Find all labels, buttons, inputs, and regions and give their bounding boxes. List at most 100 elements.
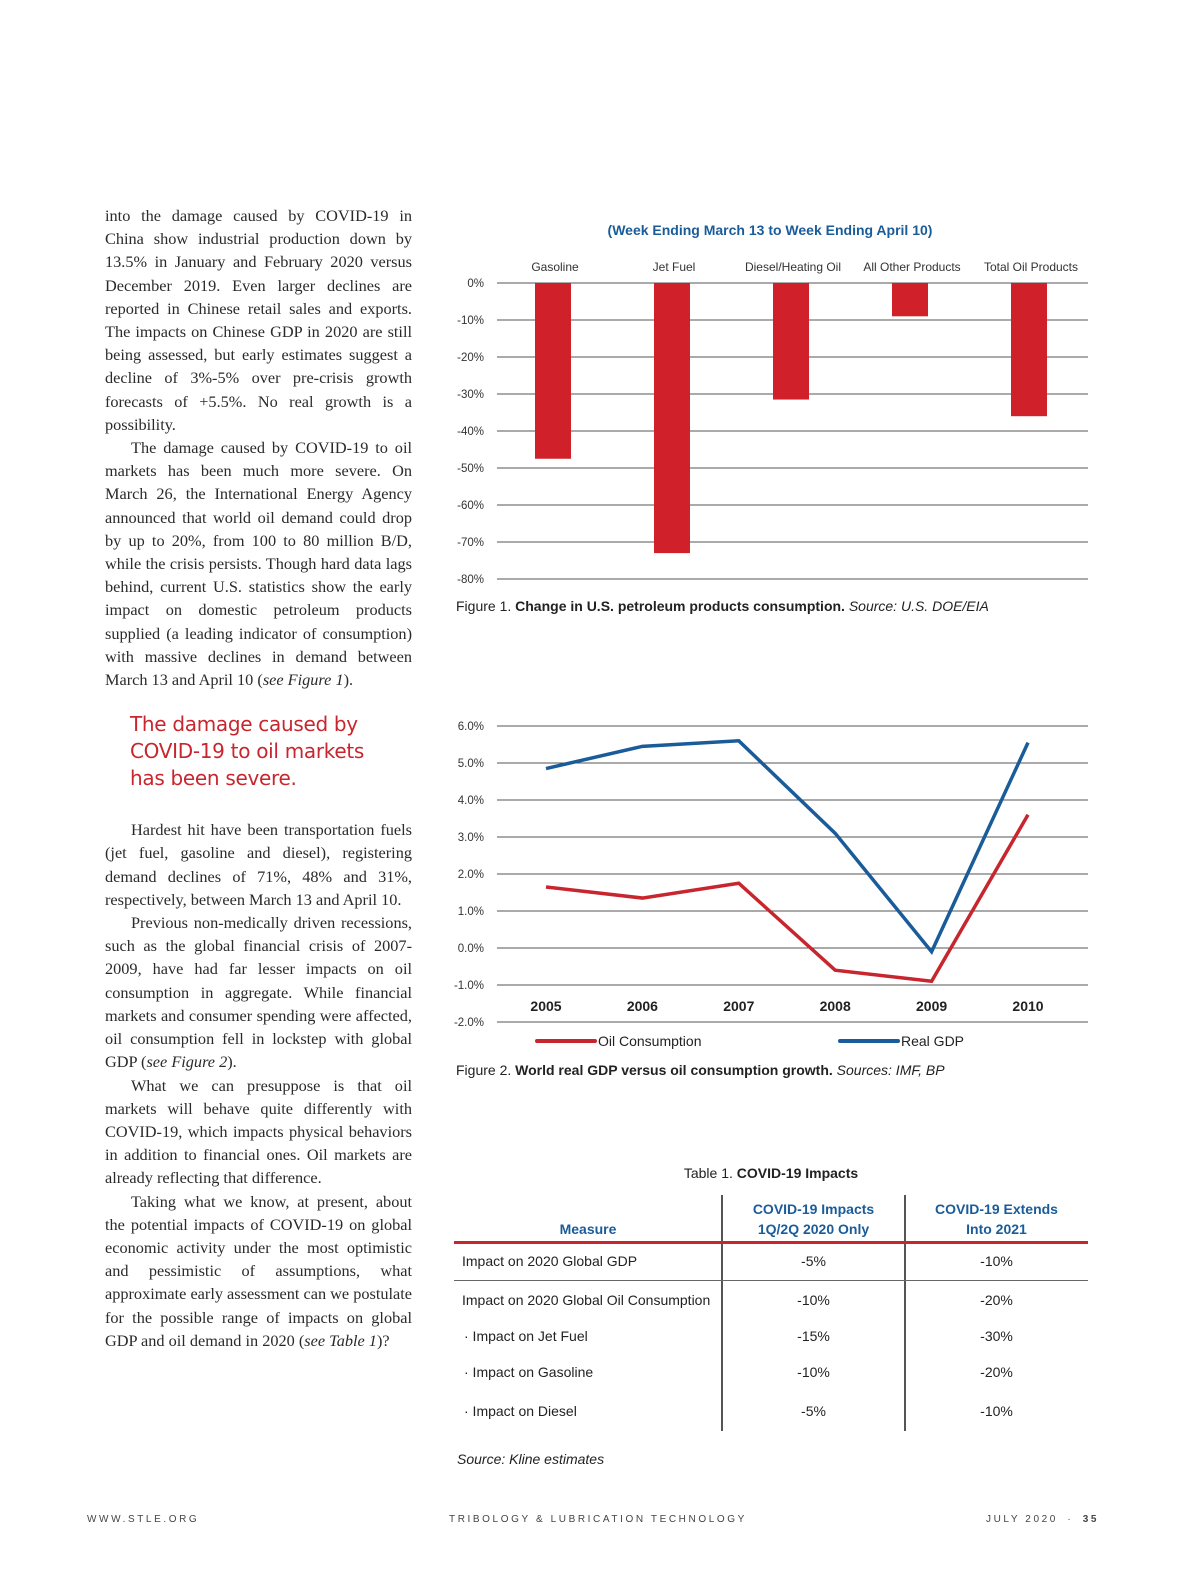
category-label: Total Oil Products [984, 260, 1078, 274]
y-tick-label: -1.0% [454, 980, 484, 992]
caption-title: World real GDP versus oil consumption gr… [515, 1062, 833, 1078]
table-caption: Table 1. COVID-19 Impacts [454, 1165, 1088, 1181]
row-divider [454, 1280, 1088, 1281]
y-tick-label: -2.0% [454, 1017, 484, 1029]
y-tick-label: 1.0% [458, 906, 484, 918]
y-tick-label: -40% [457, 426, 484, 438]
issue-date: JULY 2020 [986, 1514, 1058, 1525]
x-tick-label: 2008 [820, 998, 851, 1014]
caption-title: Change in U.S. petroleum products consum… [515, 598, 845, 614]
paragraph: The damage caused by COVID-19 to oil mar… [105, 436, 412, 691]
y-tick-label: -10% [457, 315, 484, 327]
category-label: Diesel/Heating Oil [745, 260, 841, 274]
y-tick-label: -20% [457, 352, 484, 364]
value-cell: -10% [980, 1403, 1013, 1419]
header-rule [454, 1241, 1088, 1244]
x-tick-label: 2007 [723, 998, 754, 1014]
paragraph: Hardest hit have been transportation fue… [105, 818, 412, 911]
paragraph-text: What we can presuppose is that oil marke… [105, 1075, 412, 1188]
article-column: into the damage caused by COVID-19 in Ch… [105, 204, 412, 1352]
bar-gasoline [535, 283, 571, 459]
paragraph-text: Previous non-medically driven recessions… [105, 913, 412, 1072]
caption-prefix: Table 1. [683, 1165, 733, 1181]
paragraph-end: ). [227, 1052, 237, 1072]
y-tick-label: -70% [457, 537, 484, 549]
x-tick-label: 2009 [916, 998, 947, 1014]
y-tick-label: -80% [457, 574, 484, 586]
value-cell: -20% [980, 1292, 1013, 1308]
paragraph: into the damage caused by COVID-19 in Ch… [105, 204, 412, 436]
caption-title: COVID-19 Impacts [736, 1165, 859, 1181]
source-text: Source: Kline estimates [457, 1451, 605, 1467]
measure-cell: Impact on 2020 Global Oil Consumption [462, 1292, 711, 1308]
value-cell: -10% [797, 1364, 830, 1380]
x-tick-label: 2006 [627, 998, 658, 1014]
caption-source: Sources: IMF, BP [836, 1062, 945, 1078]
value-cell: -15% [797, 1328, 830, 1344]
table-reference: see Table 1 [304, 1330, 377, 1350]
series-line-oil-consumption [545, 813, 1030, 984]
table-source: Source: Kline estimates [457, 1451, 604, 1467]
paragraph-text: Taking what we know, at present, about t… [105, 1191, 412, 1350]
paragraph: Previous non-medically driven recessions… [105, 911, 412, 1073]
category-label: All Other Products [863, 260, 960, 274]
column-header: Measure [559, 1221, 617, 1237]
bar-total-oil-products [1011, 283, 1047, 417]
paragraph-end: )? [376, 1330, 390, 1350]
value-cell: -10% [980, 1253, 1013, 1269]
page-number: 35 [1082, 1514, 1100, 1525]
y-tick-label: 0% [467, 278, 484, 290]
y-tick-label: -30% [457, 389, 484, 401]
y-tick-label: 6.0% [458, 721, 484, 733]
figure-reference: see Figure 2 [146, 1052, 228, 1072]
paragraph-text: Hardest hit have been transportation fue… [105, 820, 412, 909]
value-cell: -5% [801, 1253, 826, 1269]
y-tick-label: -60% [457, 500, 484, 512]
column-header: COVID-19 Impacts 1Q/2Q 2020 Only [752, 1201, 875, 1237]
value-cell: -30% [980, 1328, 1013, 1344]
y-tick-label: 2.0% [458, 869, 484, 881]
measure-cell: Impact on 2020 Global GDP [462, 1253, 638, 1269]
legend-label: Oil Consumption [598, 1033, 702, 1049]
value-cell: -20% [980, 1364, 1013, 1380]
category-label: Gasoline [531, 260, 579, 274]
y-tick-label: -50% [457, 463, 484, 475]
y-tick-label: 0.0% [458, 943, 484, 955]
column-divider [904, 1195, 906, 1431]
pull-quote: The damage caused by COVID-19 to oil mar… [130, 712, 364, 791]
value-cell: -10% [797, 1292, 830, 1308]
bar-all-other-products [892, 283, 928, 317]
y-tick-label: 5.0% [458, 758, 484, 770]
category-label: Jet Fuel [653, 260, 696, 274]
x-tick-label: 2005 [530, 998, 561, 1014]
figure-2-caption: Figure 2. World real GDP versus oil cons… [456, 1062, 945, 1078]
measure-cell: · Impact on Gasoline [464, 1364, 594, 1380]
series-line-real-gdp [545, 739, 1030, 955]
legend-label: Real GDP [901, 1033, 964, 1049]
paragraph-end: ). [343, 670, 354, 690]
y-tick-label: 3.0% [458, 832, 484, 844]
y-tick-label: 4.0% [458, 795, 484, 807]
measure-cell: · Impact on Jet Fuel [464, 1328, 588, 1344]
paragraph-text: The damage caused by COVID-19 to oil mar… [105, 438, 412, 690]
x-tick-label: 2010 [1012, 998, 1043, 1014]
bar-jet-fuel [654, 283, 690, 554]
caption-prefix: Figure 1. [456, 598, 512, 614]
caption-prefix: Figure 2. [456, 1062, 512, 1078]
figure-1-caption: Figure 1. Change in U.S. petroleum produ… [456, 598, 989, 614]
chart-title: (Week Ending March 13 to Week Ending Apr… [608, 222, 933, 238]
caption-source: Source: U.S. DOE/EIA [848, 598, 989, 614]
figure-reference: see Figure 1 [262, 670, 344, 690]
column-header: COVID-19 Extends Into 2021 [935, 1201, 1058, 1237]
footer-date: JULY 2020 · 35 [986, 1514, 1099, 1525]
paragraph-text: into the damage caused by COVID-19 in Ch… [105, 206, 412, 434]
footer-website: WWW.STLE.ORG [87, 1514, 200, 1525]
column-divider [721, 1195, 723, 1431]
bar-diesel-heating-oil [773, 283, 809, 400]
footer-publication: TRIBOLOGY & LUBRICATION TECHNOLOGY [449, 1514, 747, 1525]
separator: · [1067, 1514, 1074, 1525]
measure-cell: · Impact on Diesel [464, 1403, 577, 1419]
paragraph: Taking what we know, at present, about t… [105, 1190, 412, 1352]
